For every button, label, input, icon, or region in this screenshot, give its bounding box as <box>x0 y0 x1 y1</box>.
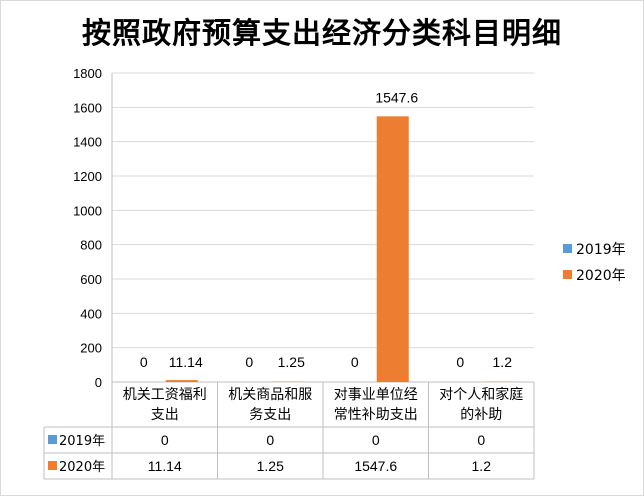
y-tick-label: 800 <box>80 238 102 253</box>
legend-label: 2020年 <box>576 268 626 284</box>
x-tick-label: 机关工资福利 <box>123 387 207 403</box>
legend-key <box>563 270 572 279</box>
y-tick-label: 1600 <box>73 100 102 115</box>
x-tick-label: 对个人和家庭 <box>439 386 523 403</box>
legend-label: 2019年 <box>576 242 626 258</box>
chart-title: 按照政府预算支出经济分类科目明细 <box>81 16 562 50</box>
data-label: 0 <box>140 354 148 370</box>
x-tick-label: 对事业单位经 <box>334 387 418 403</box>
table-cell: 0 <box>477 432 485 448</box>
table-cell: 0 <box>266 432 274 448</box>
y-tick-label: 1800 <box>73 66 102 81</box>
table-cell: 1.25 <box>257 458 284 474</box>
data-label: 1.25 <box>278 354 305 370</box>
x-tick-label: 机关商品和服 <box>228 387 312 403</box>
table-series-name: 2019年 <box>59 434 105 449</box>
table-cell: 11.14 <box>148 458 182 474</box>
x-tick-label: 常性补助支出 <box>334 407 418 423</box>
x-tick-label: 的补助 <box>460 407 502 423</box>
bar <box>376 116 409 382</box>
y-tick-label: 600 <box>80 272 102 287</box>
data-label: 0 <box>351 354 359 370</box>
legend-key <box>563 244 572 253</box>
data-label: 0 <box>245 354 253 370</box>
y-tick-label: 1000 <box>73 203 102 218</box>
y-tick-label: 1200 <box>73 169 102 184</box>
table-cell: 1547.6 <box>354 458 397 474</box>
data-label: 1.2 <box>493 354 513 370</box>
table-cell: 1.2 <box>472 458 492 474</box>
y-tick-label: 0 <box>95 375 102 390</box>
table-cell: 0 <box>161 432 169 448</box>
data-label: 11.14 <box>169 354 203 370</box>
x-tick-label: 务支出 <box>249 407 291 423</box>
table-series-name: 2020年 <box>59 460 105 475</box>
x-tick-label: 支出 <box>151 407 179 423</box>
data-label: 1547.6 <box>375 89 418 105</box>
y-tick-label: 200 <box>80 341 102 356</box>
table-cell: 0 <box>372 432 380 448</box>
table-legend-key <box>48 435 57 444</box>
bar <box>165 380 198 382</box>
data-label: 0 <box>456 354 464 370</box>
y-tick-label: 1400 <box>73 135 102 150</box>
y-tick-label: 400 <box>80 306 102 321</box>
table-legend-key <box>48 461 57 470</box>
